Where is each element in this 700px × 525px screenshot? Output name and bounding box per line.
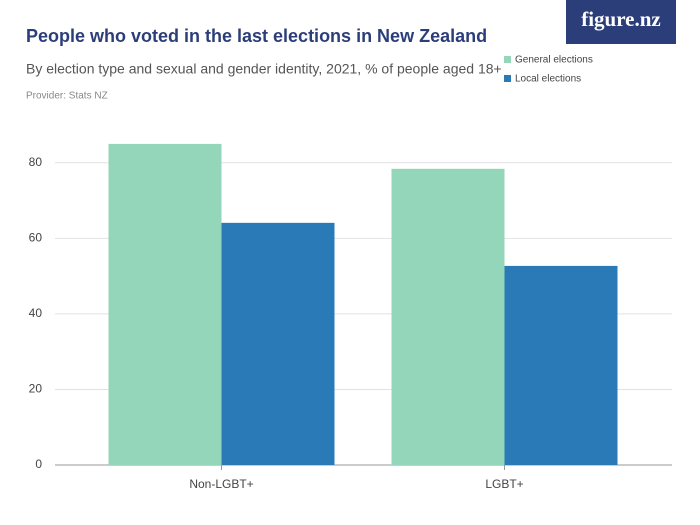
y-tick-label: 20: [29, 382, 43, 396]
chart-title: People who voted in the last elections i…: [26, 26, 487, 46]
y-tick-label: 60: [29, 231, 43, 245]
logo: figure.nz: [581, 7, 661, 31]
bar: [221, 222, 335, 465]
logo-box: [566, 0, 676, 44]
bar: [108, 143, 222, 465]
chart-subtitle: By election type and sexual and gender i…: [26, 61, 502, 77]
x-tick-label: LGBT+: [485, 477, 523, 491]
y-tick-label: 0: [35, 457, 42, 471]
bar: [504, 265, 618, 465]
y-tick-label: 40: [29, 306, 43, 320]
legend-swatch: [504, 56, 511, 63]
y-tick-label: 80: [29, 155, 43, 169]
legend-label: General elections: [515, 55, 593, 66]
legend-swatch: [504, 75, 511, 82]
provider: Provider: Stats NZ: [26, 91, 108, 102]
x-tick-label: Non-LGBT+: [189, 477, 253, 491]
bar: [391, 168, 505, 466]
legend-label: Local elections: [515, 74, 581, 85]
